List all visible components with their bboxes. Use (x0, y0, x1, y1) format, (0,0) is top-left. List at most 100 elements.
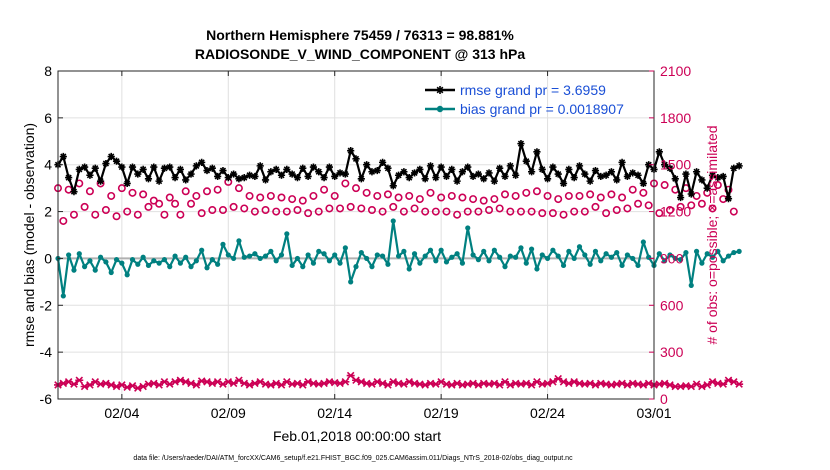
obs-possible-point (266, 191, 275, 200)
bias-point (704, 251, 710, 257)
rmse-point (224, 174, 232, 182)
bias-point (507, 253, 513, 259)
obs-possible-point (580, 207, 589, 216)
rmse-point (389, 182, 397, 190)
obs-possible-point (133, 210, 142, 219)
rmse-point (320, 174, 328, 182)
bias-point (135, 261, 141, 267)
bias-point (518, 245, 524, 251)
obs-assimilated-point (69, 380, 78, 388)
obs-possible-point (463, 207, 472, 216)
bias-point (688, 282, 694, 288)
obs-possible-point (85, 187, 94, 196)
obs-possible-point (447, 191, 456, 200)
bias-point (225, 252, 231, 258)
rmse-point (288, 170, 296, 178)
rmse-point (198, 158, 206, 166)
obs-possible-point (181, 187, 190, 196)
rmse-point (554, 170, 562, 178)
obs-possible-point (575, 191, 584, 200)
y-tick-label: 2 (44, 204, 52, 220)
obs-possible-point (256, 193, 265, 202)
rmse-point (219, 166, 227, 175)
bias-point (497, 254, 503, 260)
obs-possible-point (442, 207, 451, 216)
bias-point (236, 238, 242, 244)
rmse-point (528, 168, 536, 176)
obs-possible-point (596, 193, 605, 202)
bias-point (92, 267, 98, 273)
bias-point (300, 264, 306, 270)
rmse-point (112, 157, 121, 165)
rmse-point (719, 172, 727, 181)
obs-possible-point (192, 191, 201, 200)
bias-point (103, 259, 109, 265)
obs-possible-point (708, 204, 717, 213)
bias-point (390, 218, 396, 224)
ticks-layer: 02/04 02/09 02/14 02/19 02/24 03/01 -6 -4 -2 0 2 4 6… (40, 63, 692, 421)
bias-point (529, 246, 535, 252)
bias-point (108, 269, 114, 276)
obs-possible-point (511, 191, 520, 200)
rmse-point (639, 179, 647, 188)
rmse-point (437, 163, 445, 171)
bias-point (183, 254, 189, 260)
rmse-point (171, 174, 179, 182)
rmse-point (629, 169, 637, 177)
obs-possible-point (373, 191, 382, 200)
series-layer (53, 140, 744, 392)
obs-possible-point (607, 190, 616, 199)
bias-point (571, 255, 577, 262)
rmse-point (453, 177, 461, 185)
y2-axis-label: # of obs: o=possible; ×=assimilated (704, 125, 720, 344)
rmse-point (575, 162, 584, 170)
rmse-point (410, 169, 419, 177)
rmse-point (543, 175, 552, 183)
bias-point (401, 248, 407, 254)
bias-point (630, 255, 636, 262)
rmse-point (581, 170, 589, 178)
y2-tick-label: 1800 (660, 110, 691, 126)
obs-possible-point (117, 184, 126, 193)
bias-point (215, 261, 221, 267)
bias-point (252, 251, 258, 257)
rmse-point (565, 165, 573, 173)
rmse-point (501, 172, 509, 181)
bias-point (161, 257, 168, 263)
obs-possible-point (144, 202, 153, 211)
rmse-point (96, 177, 105, 185)
obs-possible-point (586, 190, 595, 199)
bias-point (635, 262, 641, 269)
obs-possible-point (506, 207, 515, 216)
obs-possible-point (69, 210, 78, 219)
grid (58, 71, 655, 399)
obs-possible-point (139, 190, 148, 199)
bias-point (364, 255, 370, 262)
bias-point (262, 253, 269, 259)
bias-point (699, 260, 705, 266)
rmse-point (357, 175, 365, 183)
obs-possible-point (309, 191, 318, 200)
y-axis-label: rmse and bias (model - observation) (21, 123, 37, 347)
bias-point (124, 272, 130, 278)
obs-assimilated-point (719, 380, 728, 388)
bias-point (71, 267, 77, 273)
rmse-point (517, 140, 525, 148)
bias-point (736, 248, 742, 254)
rmse-point (331, 172, 339, 181)
obs-possible-point (288, 195, 297, 204)
obs-possible-point (405, 191, 414, 200)
rmse-point (214, 172, 222, 181)
bias-point (406, 266, 412, 272)
bias-point (417, 260, 423, 266)
chart-subtitle: RADIOSONDE_V_WIND_COMPONENT @ 313 hPa (195, 46, 525, 62)
bias-point (513, 254, 519, 260)
rmse-point (267, 168, 275, 176)
rmse-point (634, 171, 642, 179)
rmse-point (480, 175, 488, 183)
bias-point (369, 264, 375, 270)
obs-possible-point (123, 207, 132, 216)
obs-possible-point (213, 185, 222, 194)
obs-possible-point (197, 209, 206, 218)
obs-possible-point (644, 201, 653, 210)
